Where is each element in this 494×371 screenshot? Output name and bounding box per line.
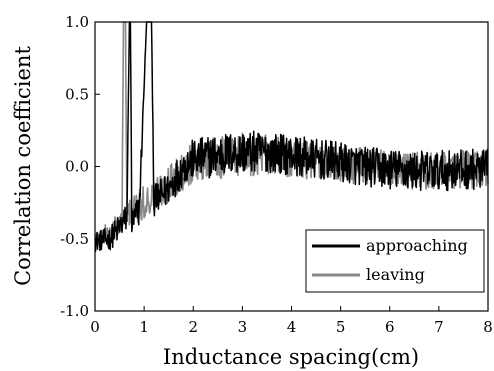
x-tick-label: 8 <box>483 318 493 336</box>
legend-label-leaving: leaving <box>366 265 425 284</box>
x-tick-label: 1 <box>139 318 149 336</box>
x-axis-title: Inductance spacing(cm) <box>163 345 419 369</box>
y-tick-label: -1.0 <box>60 302 89 320</box>
y-tick-label: 0.0 <box>65 158 89 176</box>
plot-area <box>94 21 489 253</box>
x-tick-label: 4 <box>287 318 297 336</box>
legend-label-approaching: approaching <box>366 236 468 255</box>
x-tick-label: 6 <box>385 318 395 336</box>
series-line-approaching <box>94 21 489 253</box>
y-tick-label: 0.5 <box>65 85 89 103</box>
x-tick-label: 2 <box>188 318 198 336</box>
legend-box <box>305 229 485 293</box>
x-tick-label: 3 <box>238 318 248 336</box>
axis-ticks: 0 1 2 3 4 5 6 7 8 1.0 0.5 0.0 -0.5 -1.0 <box>60 13 493 336</box>
y-tick-label: -0.5 <box>60 230 89 248</box>
x-tick-label: 0 <box>90 318 100 336</box>
y-axis-title: Correlation coefficient <box>11 46 35 286</box>
x-tick-label: 7 <box>434 318 444 336</box>
y-tick-label: 1.0 <box>65 13 89 31</box>
x-tick-label: 5 <box>336 318 346 336</box>
legend: approaching leaving <box>305 229 485 293</box>
